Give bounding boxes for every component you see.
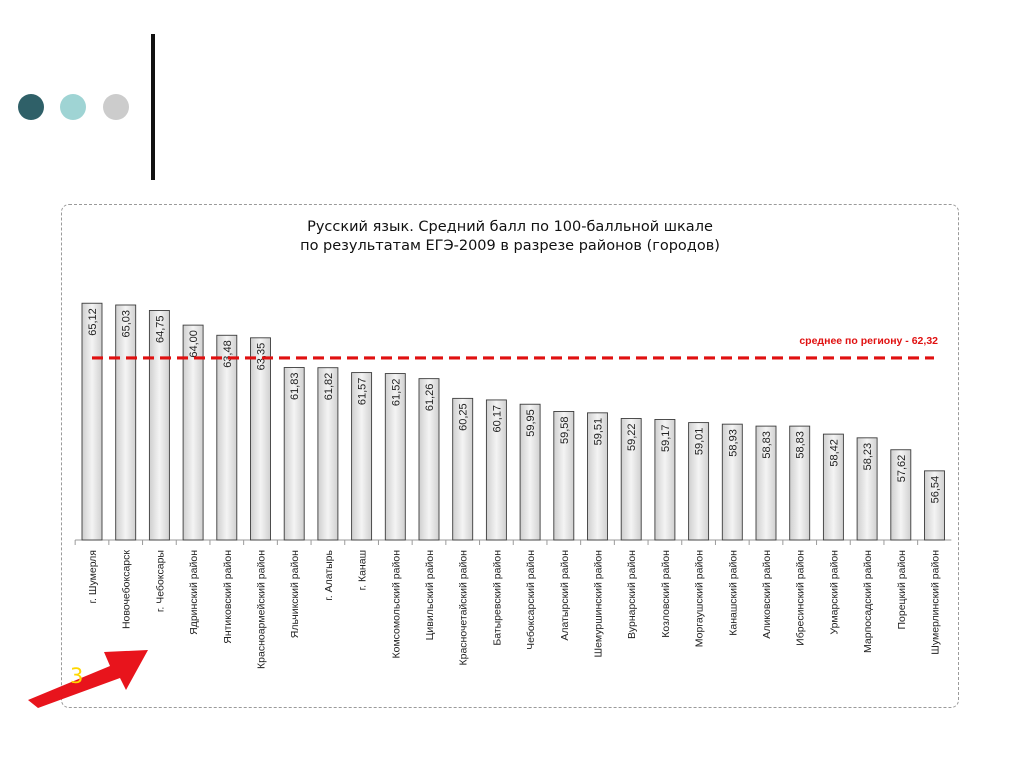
value-label-12: 60,25 <box>458 403 470 431</box>
value-label-4: 64,00 <box>188 330 200 358</box>
category-label-18: Козловский район <box>660 550 672 638</box>
category-label-12: Красночетайский район <box>458 550 470 666</box>
bar-25 <box>890 449 912 541</box>
value-label-1: 65,12 <box>87 308 99 336</box>
bar-8 <box>317 367 339 541</box>
bar-20 <box>721 423 743 541</box>
value-label-7: 61,83 <box>289 373 301 401</box>
bar-13 <box>485 399 507 541</box>
category-label-15: Алатырский район <box>559 550 571 641</box>
bar-12 <box>452 397 474 541</box>
average-reference-label: среднее по региону - 62,32 <box>799 335 938 347</box>
category-label-6: Красноармейский район <box>256 550 268 669</box>
value-label-25: 57,62 <box>896 455 908 483</box>
value-label-24: 58,23 <box>862 443 874 471</box>
slide-number: 3 <box>70 664 84 688</box>
value-label-17: 59,22 <box>626 423 638 451</box>
red-arrow-icon <box>28 650 148 708</box>
category-label-5: Янтиковский район <box>222 550 234 644</box>
value-label-23: 58,42 <box>828 439 840 467</box>
category-label-2: Новочебоксарск <box>121 550 133 629</box>
value-label-19: 59,01 <box>694 428 706 456</box>
value-label-13: 60,17 <box>491 405 503 433</box>
value-label-3: 64,75 <box>154 315 166 343</box>
value-label-11: 61,26 <box>424 384 436 412</box>
bar-16 <box>587 412 608 541</box>
category-label-9: г. Канаш <box>357 550 369 590</box>
decor-dot-gray <box>103 94 129 120</box>
value-label-8: 61,82 <box>323 373 335 401</box>
chart-title-line-2: по результатам ЕГЭ-2009 в разрезе районо… <box>300 238 720 254</box>
bar-6 <box>250 337 271 541</box>
category-label-16: Шемуршинский район <box>593 550 605 658</box>
bar-26 <box>924 470 945 541</box>
bar-4 <box>182 324 204 541</box>
category-label-7: Яльчикский район <box>289 550 301 638</box>
value-label-2: 65,03 <box>121 310 133 338</box>
title-divider-line <box>151 34 155 180</box>
bar-24 <box>856 437 878 541</box>
bar-17 <box>620 418 642 541</box>
bar-10 <box>384 373 406 541</box>
bar-11 <box>418 378 440 541</box>
value-label-9: 61,57 <box>357 378 369 406</box>
chart-title-line-1: Русский язык. Средний балл по 100-балльн… <box>307 219 713 235</box>
bar-3 <box>148 310 170 541</box>
category-label-14: Чебоксарский район <box>525 550 537 650</box>
category-label-26: Шумерлинский район <box>930 550 942 655</box>
category-label-11: Цивильский район <box>424 550 436 641</box>
category-label-17: Вурнарский район <box>626 550 638 639</box>
bar-7 <box>283 367 305 541</box>
chart-title: Русский язык. Средний балл по 100-балльн… <box>61 218 959 256</box>
category-label-1: г. Шумерля <box>87 550 99 604</box>
value-label-6: 63,35 <box>256 343 268 371</box>
value-label-10: 61,52 <box>390 379 402 407</box>
value-label-22: 58,83 <box>795 431 807 459</box>
category-label-25: Порецкий район <box>896 550 908 630</box>
category-label-20: Канашский район <box>727 550 739 636</box>
category-label-8: г. Алатырь <box>323 549 335 600</box>
bar-15 <box>553 411 575 541</box>
value-label-21: 58,83 <box>761 431 773 459</box>
value-label-16: 59,51 <box>593 418 605 446</box>
value-label-26: 56,54 <box>930 476 942 504</box>
category-label-21: Аликовский район <box>761 550 773 639</box>
bar-5 <box>216 334 238 541</box>
bar-22 <box>789 425 811 541</box>
category-label-22: Ибресинский район <box>795 550 807 646</box>
value-label-20: 58,93 <box>727 429 739 457</box>
value-label-18: 59,17 <box>660 424 672 452</box>
category-label-19: Моргаушский район <box>694 550 706 647</box>
bar-2 <box>115 304 137 541</box>
bar-9 <box>351 372 373 541</box>
bar-14 <box>519 403 541 541</box>
category-label-3: г. Чебоксары <box>154 550 166 612</box>
bar-18 <box>654 419 676 541</box>
value-label-15: 59,58 <box>559 416 571 444</box>
category-label-23: Урмарский район <box>828 550 840 635</box>
value-label-14: 59,95 <box>525 409 537 437</box>
bar-23 <box>822 433 844 541</box>
bar-1 <box>81 302 103 541</box>
decor-dot-dark <box>18 94 44 120</box>
category-label-10: Комсомольский район <box>390 550 402 659</box>
category-label-24: Марпосадский район <box>862 550 874 653</box>
bar-19 <box>688 422 710 541</box>
decor-dot-light <box>60 94 86 120</box>
value-label-5: 63,48 <box>222 340 234 368</box>
category-label-4: Ядринский район <box>188 550 200 635</box>
category-label-13: Батыревский район <box>491 550 503 646</box>
bar-21 <box>755 425 777 541</box>
